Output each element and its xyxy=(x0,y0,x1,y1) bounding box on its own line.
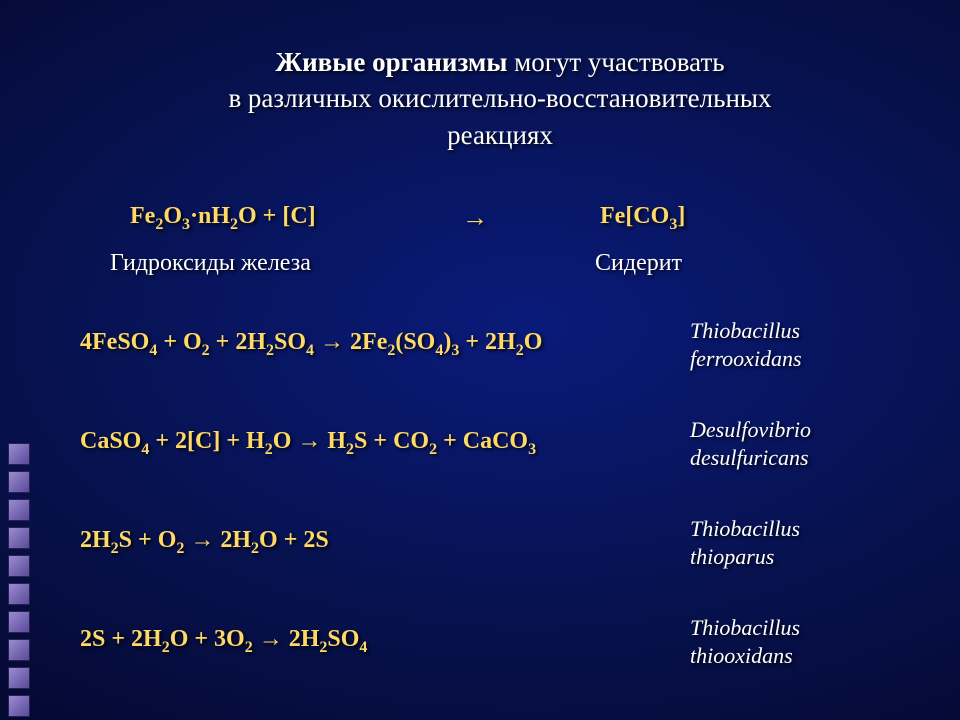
eq1-org-line2: ferrooxidans xyxy=(690,345,920,373)
title-rest1: могут участвовать xyxy=(507,47,724,77)
top-left-formula: Fe2O3·nH2O + [C] xyxy=(70,203,400,234)
title-bold: Живые организмы xyxy=(275,47,507,77)
eq4-org-line2: thiooxidans xyxy=(690,642,920,670)
eq2-organism: Desulfovibrio desulfuricans xyxy=(690,416,920,471)
eq3-organism: Thiobacillus thioparus xyxy=(690,515,920,570)
eq4-organism: Thiobacillus thiooxidans xyxy=(690,614,920,669)
decor-squares xyxy=(0,440,36,720)
slide-content: Живые организмы могут участвовать в разл… xyxy=(70,44,930,669)
equation-row-4: 2S + 2H2O + 3O2 → 2H2SO4 Thiobacillus th… xyxy=(70,614,930,669)
eq3-org-line2: thioparus xyxy=(690,543,920,571)
top-arrow: → xyxy=(400,203,550,234)
eq2-formula: CaSO4 + 2[C] + H2O → H2S + CO2 + CaCO3 xyxy=(70,428,690,459)
eq3-formula: 2H2S + O2 → 2H2O + 2S xyxy=(70,527,690,558)
eq1-formula: 4FeSO4 + O2 + 2H2SO4 → 2Fe2(SO4)3 + 2H2O xyxy=(70,329,690,360)
eq1-org-line1: Thiobacillus xyxy=(690,317,920,345)
label-siderite: Сидерит xyxy=(400,250,680,277)
title-line3: реакциях xyxy=(447,120,553,150)
eq4-org-line1: Thiobacillus xyxy=(690,614,920,642)
top-right-formula: Fe[CO3] xyxy=(550,203,800,234)
equation-row-3: 2H2S + O2 → 2H2O + 2S Thiobacillus thiop… xyxy=(70,515,930,570)
eq4-formula: 2S + 2H2O + 3O2 → 2H2SO4 xyxy=(70,626,690,657)
top-reaction-row: Fe2O3·nH2O + [C] → Fe[CO3] xyxy=(70,203,930,234)
eq2-org-line2: desulfuricans xyxy=(690,444,920,472)
slide-title: Живые организмы могут участвовать в разл… xyxy=(70,44,930,153)
top-labels-row: Гидроксиды железа Сидерит xyxy=(70,250,930,277)
title-line2: в различных окислительно-восстановительн… xyxy=(228,83,771,113)
eq1-organism: Thiobacillus ferrooxidans xyxy=(690,317,920,372)
eq2-org-line1: Desulfovibrio xyxy=(690,416,920,444)
equation-row-1: 4FeSO4 + O2 + 2H2SO4 → 2Fe2(SO4)3 + 2H2O… xyxy=(70,317,930,372)
equation-row-2: CaSO4 + 2[C] + H2O → H2S + CO2 + CaCO3 D… xyxy=(70,416,930,471)
eq3-org-line1: Thiobacillus xyxy=(690,515,920,543)
label-hydroxides: Гидроксиды железа xyxy=(70,250,400,277)
